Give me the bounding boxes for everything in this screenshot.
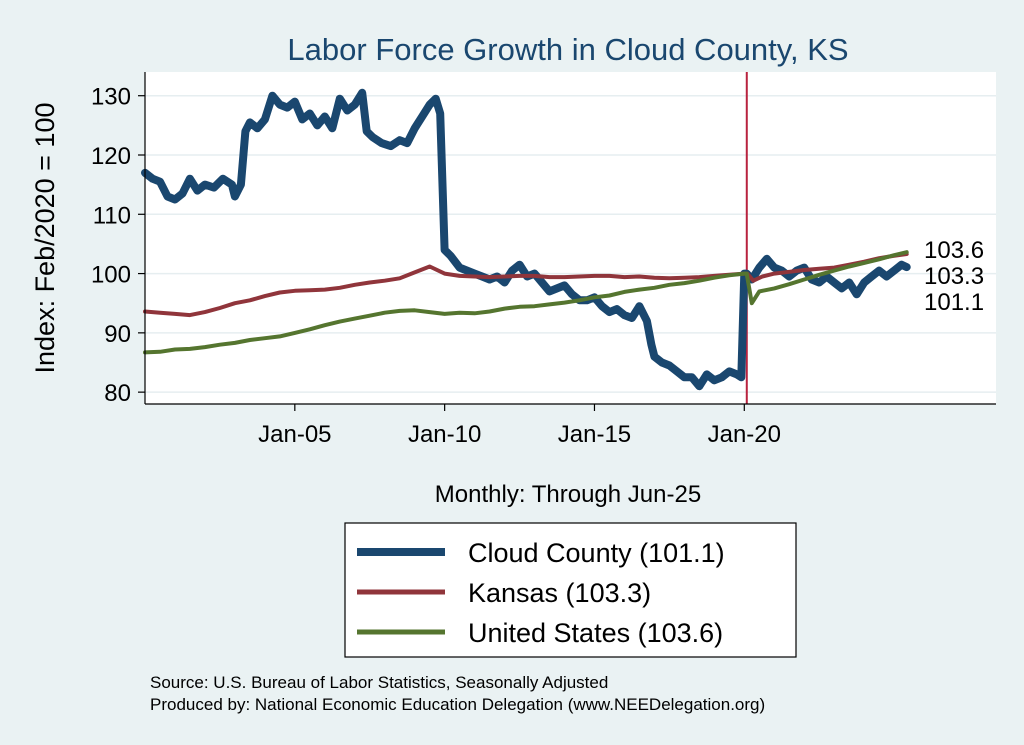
x-tick-label-jan-10: Jan-10 [408,421,481,448]
y-tick-label-90: 90 [104,321,131,348]
x-tick-label-jan-15: Jan-15 [558,421,631,448]
end-label-cloud-county: 101.1 [924,289,984,316]
legend-label-kansas: Kansas (103.3) [468,578,651,608]
legend-label-cloud-county: Cloud County (101.1) [468,538,725,568]
end-label-united-states: 103.6 [924,237,984,264]
produced-by-note: Produced by: National Economic Education… [150,695,765,714]
y-tick-label-120: 120 [91,143,131,170]
x-ticks: Jan-05 Jan-10 Jan-15 Jan-20 [258,404,781,448]
x-tick-label-jan-05: Jan-05 [258,421,331,448]
legend-label-united-states: United States (103.6) [468,618,723,648]
axes-group [144,72,996,405]
y-tick-label-110: 110 [93,202,131,229]
legend: Cloud County (101.1) Kansas (103.3) Unit… [344,522,797,658]
y-axis-title: Index: Feb/2020 = 100 [30,103,60,374]
plot-area [145,72,996,404]
series-line-united-states [143,250,909,355]
series-group [141,88,911,391]
end-label-kansas: 103.3 [924,263,984,290]
y-tick-label-100: 100 [91,262,131,289]
series-line-kansas [143,252,909,318]
x-tick-label-jan-20: Jan-20 [708,421,781,448]
y-ticks: 80 90 100 110 120 130 [91,84,145,407]
source-note: Source: U.S. Bureau of Labor Statistics,… [150,673,608,692]
chart-title: Labor Force Growth in Cloud County, KS [287,32,848,67]
y-tick-label-130: 130 [91,84,131,111]
y-tick-label-80: 80 [104,380,131,407]
x-axis-title: Monthly: Through Jun-25 [435,481,701,508]
